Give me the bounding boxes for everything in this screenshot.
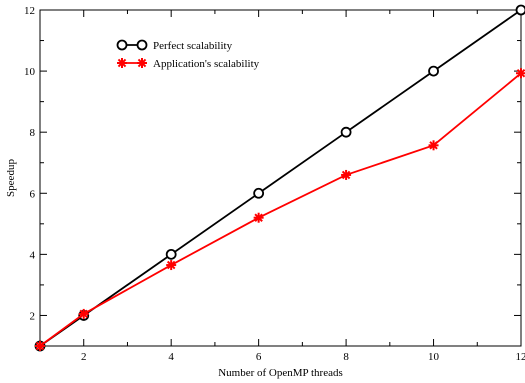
data-point (515, 4, 525, 16)
data-point (78, 308, 89, 319)
series-layer (34, 4, 525, 352)
legend-marker (116, 39, 128, 51)
series-line-0 (39, 9, 522, 347)
data-point (340, 126, 352, 138)
legend-marker (136, 39, 148, 51)
data-point (516, 68, 525, 79)
series-0 (34, 4, 525, 352)
series-line-1 (39, 72, 522, 347)
legend-marker (117, 58, 127, 68)
plot-frame (39, 9, 522, 347)
y-tick-label: 8 (30, 127, 36, 139)
y-axis-title: Speedup (5, 159, 17, 197)
series-1 (35, 68, 525, 351)
axis-tick-labels: 2 4 6 8 10 12 2 4 6 8 10 12 (24, 5, 525, 363)
data-point (35, 341, 45, 351)
data-point (253, 187, 265, 199)
data-point (166, 260, 177, 271)
data-point (253, 212, 264, 223)
legend-marker (137, 58, 147, 68)
x-tick-label: 8 (343, 351, 349, 363)
y-tick-label: 6 (30, 188, 36, 200)
y-tick-label: 10 (24, 66, 36, 78)
y-tick-label: 4 (30, 249, 36, 261)
legend-label-application: Application's scalability (153, 58, 260, 70)
data-point (165, 248, 177, 260)
legend-item-application: Application's scalability (117, 58, 260, 70)
legend-label-perfect: Perfect scalability (153, 40, 233, 52)
legend: Perfect scalability Application's scalab… (116, 39, 260, 70)
data-point (341, 169, 352, 180)
x-tick-label: 6 (256, 351, 262, 363)
y-tick-label: 12 (24, 5, 35, 17)
x-tick-label: 2 (81, 351, 87, 363)
data-point (428, 140, 439, 151)
plot-area (39, 9, 522, 347)
x-tick-label: 12 (516, 351, 525, 363)
x-tick-label: 10 (428, 351, 440, 363)
data-point (428, 65, 439, 77)
x-tick-label: 4 (168, 351, 174, 363)
legend-item-perfect: Perfect scalability (116, 39, 233, 52)
y-tick-label: 2 (30, 310, 36, 322)
x-axis-title: Number of OpenMP threads (218, 367, 343, 379)
